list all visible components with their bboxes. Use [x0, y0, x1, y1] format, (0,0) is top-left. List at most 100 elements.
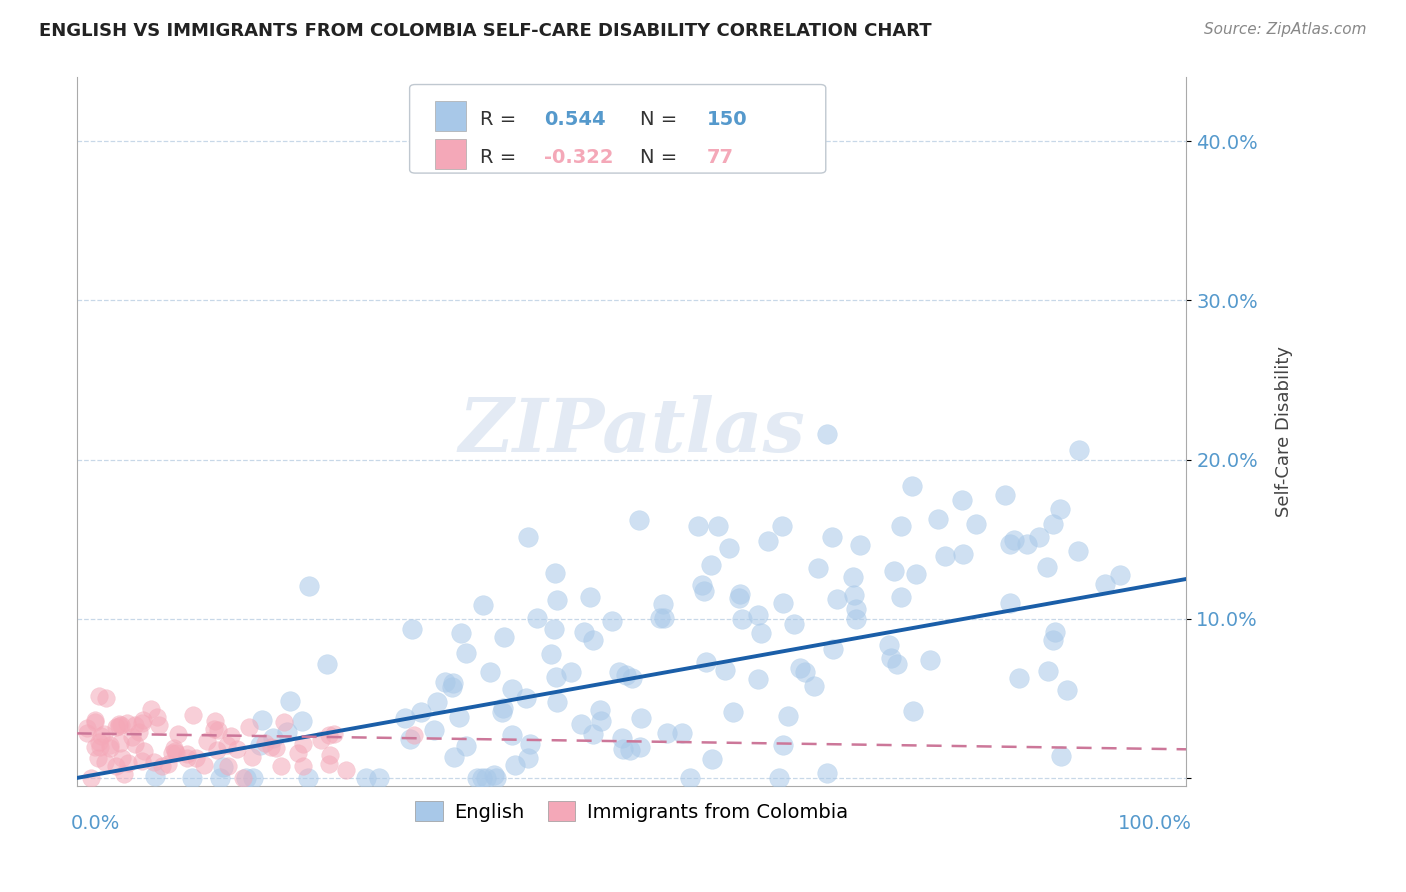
- Point: [650, 611, 672, 625]
- Point: [1108, 568, 1130, 582]
- Point: [184, 751, 207, 765]
- Point: [471, 771, 494, 785]
- Point: [249, 738, 271, 752]
- Point: [1042, 632, 1064, 647]
- Point: [217, 759, 239, 773]
- Point: [825, 592, 848, 607]
- Point: [84, 740, 107, 755]
- Point: [901, 479, 924, 493]
- Point: [768, 771, 790, 785]
- Point: [165, 746, 187, 760]
- Point: [526, 610, 548, 624]
- Point: [695, 655, 717, 669]
- FancyBboxPatch shape: [409, 85, 825, 173]
- Point: [901, 704, 924, 718]
- Text: -0.322: -0.322: [544, 148, 613, 167]
- Point: [578, 590, 600, 604]
- Point: [671, 726, 693, 740]
- Point: [700, 558, 723, 572]
- Point: [291, 714, 314, 728]
- Point: [934, 549, 956, 563]
- Point: [544, 566, 567, 581]
- Point: [142, 755, 165, 769]
- Point: [474, 771, 496, 785]
- Point: [242, 771, 264, 785]
- Point: [402, 728, 425, 742]
- Point: [335, 763, 357, 777]
- Point: [630, 711, 652, 725]
- Point: [686, 519, 709, 533]
- Point: [770, 519, 793, 533]
- Point: [433, 675, 456, 690]
- Point: [1042, 516, 1064, 531]
- Point: [132, 713, 155, 727]
- Point: [93, 727, 115, 741]
- Point: [560, 665, 582, 680]
- Text: R =: R =: [479, 148, 522, 167]
- Point: [297, 579, 319, 593]
- Point: [479, 665, 502, 680]
- Point: [728, 587, 751, 601]
- Point: [714, 663, 737, 677]
- Point: [297, 771, 319, 785]
- Point: [772, 596, 794, 610]
- Point: [207, 723, 229, 737]
- Point: [167, 727, 190, 741]
- Point: [501, 728, 523, 742]
- Point: [176, 751, 198, 765]
- Point: [794, 665, 817, 679]
- Point: [105, 720, 128, 734]
- Point: [443, 750, 465, 764]
- Point: [76, 726, 98, 740]
- Text: 0.544: 0.544: [544, 110, 606, 128]
- Text: ZIPatlas: ZIPatlas: [458, 395, 806, 468]
- Point: [731, 613, 754, 627]
- Point: [98, 741, 121, 756]
- Point: [83, 715, 105, 730]
- Legend: English, Immigrants from Colombia: English, Immigrants from Colombia: [408, 793, 856, 830]
- Point: [124, 737, 146, 751]
- Point: [607, 665, 630, 679]
- Point: [87, 689, 110, 703]
- Point: [803, 680, 825, 694]
- Point: [217, 738, 239, 752]
- Point: [886, 657, 908, 672]
- Point: [80, 771, 103, 785]
- Point: [195, 734, 218, 748]
- Point: [546, 593, 568, 607]
- Point: [503, 757, 526, 772]
- Point: [628, 740, 651, 755]
- Point: [163, 743, 186, 757]
- Point: [250, 713, 273, 727]
- Point: [156, 757, 179, 772]
- Point: [121, 730, 143, 744]
- Point: [322, 727, 344, 741]
- Point: [260, 739, 283, 754]
- Point: [718, 541, 741, 555]
- Point: [128, 725, 150, 739]
- Point: [204, 714, 226, 728]
- Point: [131, 754, 153, 768]
- Point: [783, 617, 806, 632]
- Point: [845, 612, 868, 626]
- Point: [627, 513, 650, 527]
- Point: [465, 771, 488, 785]
- Point: [449, 710, 471, 724]
- Point: [394, 711, 416, 725]
- Point: [219, 729, 242, 743]
- Point: [546, 695, 568, 709]
- Point: [232, 771, 254, 785]
- Point: [270, 759, 292, 773]
- Point: [240, 750, 263, 764]
- Point: [112, 766, 135, 780]
- Point: [582, 632, 605, 647]
- Point: [877, 638, 900, 652]
- Point: [747, 608, 769, 623]
- Point: [368, 771, 391, 785]
- Point: [132, 744, 155, 758]
- Point: [423, 723, 446, 737]
- Point: [94, 691, 117, 706]
- Point: [117, 716, 139, 731]
- Point: [1056, 682, 1078, 697]
- Point: [815, 427, 838, 442]
